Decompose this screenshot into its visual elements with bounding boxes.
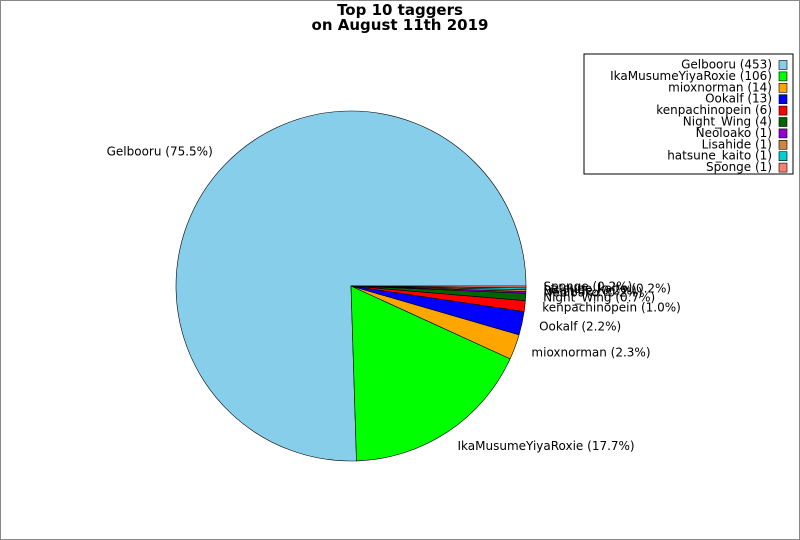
legend-swatch xyxy=(778,105,788,116)
legend-label: Night_Wing (4) xyxy=(683,115,772,129)
slice-label: IkaMusumeYiyaRoxie (17.7%) xyxy=(458,439,635,453)
slice-label: Neoloako (0.2%) xyxy=(543,286,642,300)
legend-label: Ookalf (13) xyxy=(705,92,772,106)
legend-swatch xyxy=(778,83,788,93)
legend-label: IkaMusumeYiyaRoxie (106) xyxy=(610,69,772,83)
legend-swatch xyxy=(778,140,788,150)
pie-slice xyxy=(350,285,511,462)
legend-swatch xyxy=(778,60,788,70)
legend-label: mioxnorman (14) xyxy=(668,80,772,94)
legend-label: Lisahide (1) xyxy=(702,137,772,151)
legend-box xyxy=(583,53,794,175)
legend-swatch xyxy=(778,117,788,127)
legend-label: Neoloako (1) xyxy=(696,126,772,140)
legend-swatch xyxy=(778,151,788,161)
slice-label: kenpachinopein (1.0%) xyxy=(542,301,681,315)
slice-label: Ookalf (2.2%) xyxy=(539,320,621,334)
slice-label: Sponge (0.2%) xyxy=(543,280,632,294)
legend-label: hatsune_kaito (1) xyxy=(667,149,772,163)
legend-swatch xyxy=(778,71,788,82)
chart-title: Top 10 taggers on August 11th 2019 xyxy=(311,1,489,34)
slice-label: Lisahide (0.2%) xyxy=(543,284,636,298)
legend-label: Gelbooru (453) xyxy=(681,58,772,72)
slice-label: Night_Wing (0.7%) xyxy=(543,291,655,305)
legend-swatch xyxy=(778,94,788,104)
legend-swatch xyxy=(778,128,788,139)
pie-slice xyxy=(350,285,527,289)
slice-label: mioxnorman (2.3%) xyxy=(531,346,650,360)
legend-swatch xyxy=(778,162,788,173)
slice-label: Gelbooru (75.5%) xyxy=(107,145,213,159)
slice-label: hatsune_kaito (0.2%) xyxy=(543,282,671,296)
legend-label: Sponge (1) xyxy=(706,160,772,174)
legend-label: kenpachinopein (6) xyxy=(656,103,772,117)
